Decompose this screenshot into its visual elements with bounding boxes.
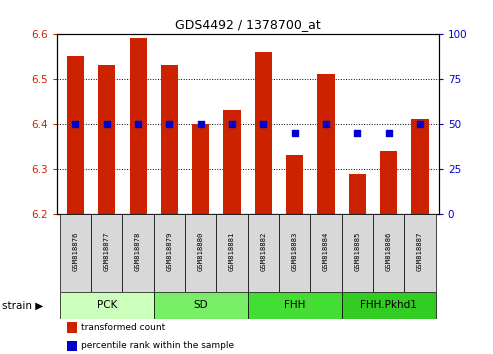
Text: transformed count: transformed count	[81, 323, 166, 332]
Bar	[60, 214, 91, 292]
Bar	[373, 214, 404, 292]
Bar	[380, 151, 397, 214]
Text: strain ▶: strain ▶	[2, 300, 44, 310]
Text: PCK: PCK	[97, 300, 117, 310]
Title: GDS4492 / 1378700_at: GDS4492 / 1378700_at	[175, 18, 320, 31]
Bar	[185, 214, 216, 292]
Bar	[216, 214, 248, 292]
Bar	[349, 173, 366, 214]
Text: FHH: FHH	[284, 300, 305, 310]
Point	[197, 121, 205, 127]
Bar	[60, 292, 154, 319]
Point	[71, 121, 79, 127]
Text: GSM818880: GSM818880	[198, 232, 204, 271]
Bar	[98, 65, 115, 214]
Bar	[67, 56, 84, 214]
Bar	[279, 214, 311, 292]
Point	[353, 130, 361, 136]
Bar	[404, 214, 436, 292]
Point	[322, 121, 330, 127]
Text: percentile rank within the sample: percentile rank within the sample	[81, 341, 235, 350]
Text: GSM818882: GSM818882	[260, 232, 266, 271]
Bar	[286, 155, 303, 214]
Bar	[122, 214, 154, 292]
Bar	[223, 110, 241, 214]
Text: GSM818877: GSM818877	[104, 232, 110, 271]
Bar	[91, 214, 122, 292]
Point	[385, 130, 392, 136]
Text: GSM818881: GSM818881	[229, 232, 235, 271]
Point	[291, 130, 299, 136]
Bar	[130, 38, 147, 214]
Point	[259, 121, 267, 127]
Bar	[317, 74, 335, 214]
Bar	[311, 214, 342, 292]
Text: GSM818876: GSM818876	[72, 232, 78, 271]
Text: GSM818883: GSM818883	[292, 232, 298, 271]
Text: SD: SD	[193, 300, 208, 310]
Point	[134, 121, 142, 127]
Bar	[248, 292, 342, 319]
Bar	[255, 52, 272, 214]
Point	[103, 121, 111, 127]
Text: GSM818885: GSM818885	[354, 232, 360, 271]
Bar	[342, 214, 373, 292]
Bar	[248, 214, 279, 292]
Text: GSM818887: GSM818887	[417, 232, 423, 271]
Bar	[192, 124, 210, 214]
Text: GSM818884: GSM818884	[323, 232, 329, 271]
Point	[416, 121, 424, 127]
Bar	[154, 214, 185, 292]
Bar	[161, 65, 178, 214]
Point	[228, 121, 236, 127]
Text: GSM818879: GSM818879	[167, 232, 173, 271]
Text: GSM818878: GSM818878	[135, 232, 141, 271]
Text: GSM818886: GSM818886	[386, 232, 391, 271]
Bar	[411, 119, 428, 214]
Bar	[342, 292, 436, 319]
Point	[166, 121, 174, 127]
Text: FHH.Pkhd1: FHH.Pkhd1	[360, 300, 417, 310]
Bar	[154, 292, 248, 319]
